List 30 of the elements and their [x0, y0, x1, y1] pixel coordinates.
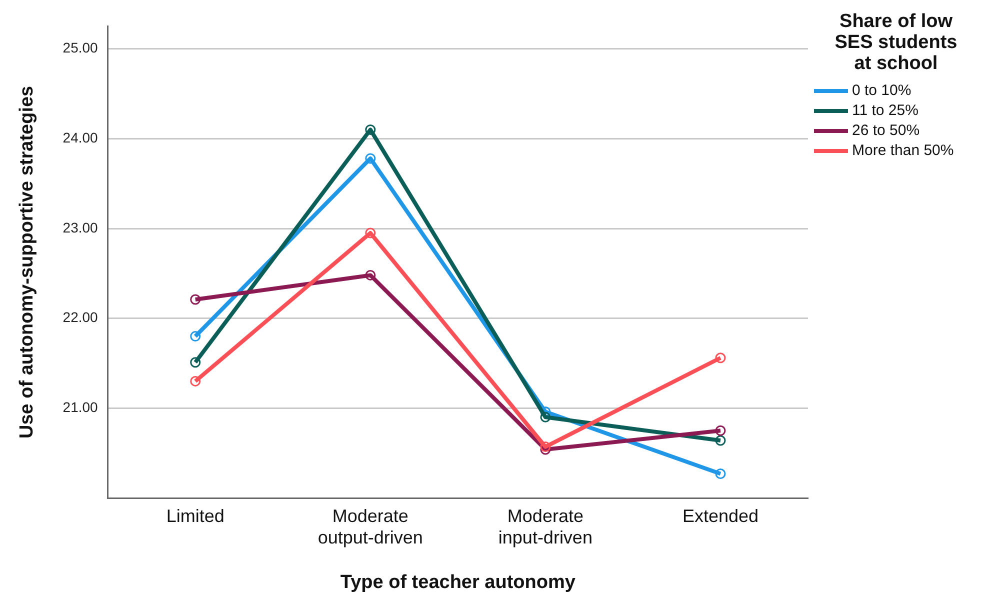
point: [190, 357, 201, 368]
y-axis-title: Use of autonomy-supportive strategies: [16, 86, 38, 439]
y-tick-label: 24.00: [62, 130, 98, 146]
point: [190, 294, 201, 305]
x-tick-label: Moderate input-driven: [498, 506, 592, 548]
legend-label: 26 to 50%: [852, 120, 920, 141]
legend-label: 0 to 10%: [852, 80, 912, 101]
point: [715, 435, 726, 446]
legend-label: 11 to 25%: [852, 100, 918, 121]
point: [540, 412, 551, 422]
x-tick-label: Moderate output-driven: [318, 506, 423, 548]
point: [190, 376, 201, 386]
y-tick-label: 22.00: [62, 309, 98, 326]
point: [540, 442, 551, 452]
y-tick-label: 25.00: [62, 40, 98, 56]
point: [365, 153, 376, 164]
point: [365, 228, 376, 238]
point: [190, 331, 201, 342]
legend-title: Share of low SES students at school: [834, 11, 958, 75]
point: [715, 425, 726, 436]
point: [715, 352, 726, 364]
point: [715, 468, 726, 479]
point: [365, 124, 376, 135]
y-tick-label: 21.00: [62, 399, 98, 416]
x-tick-label: Limited: [166, 506, 224, 526]
x-axis-title: Type of teacher autonomy: [340, 572, 576, 593]
legend-label: More than 50%: [852, 140, 954, 161]
point: [365, 270, 376, 280]
y-tick-label: 23.00: [62, 219, 98, 236]
x-tick-label: Extended: [682, 506, 759, 526]
